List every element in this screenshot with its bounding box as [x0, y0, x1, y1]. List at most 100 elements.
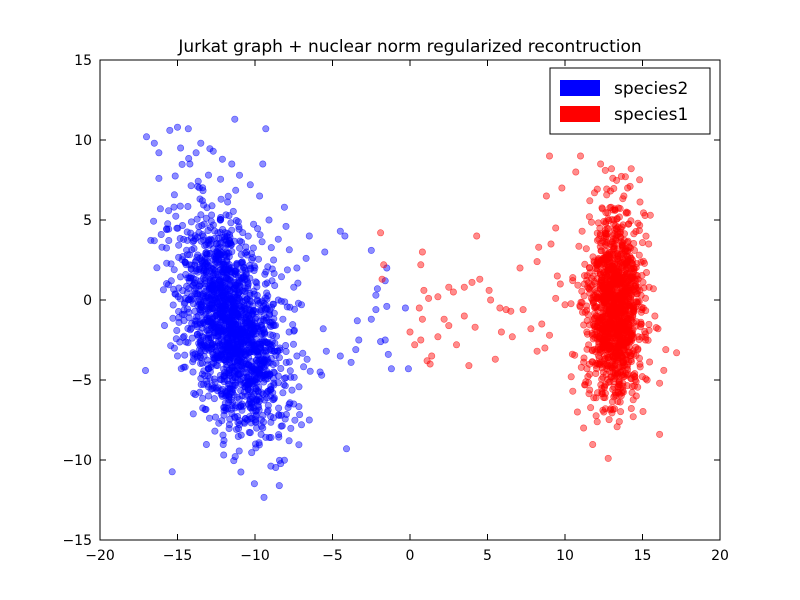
- x-tick-label: 0: [406, 548, 415, 564]
- point-species1: [593, 389, 601, 397]
- point-species1: [552, 294, 560, 302]
- point-species1: [468, 278, 476, 286]
- point-species2: [225, 339, 233, 347]
- point-species2: [282, 347, 290, 355]
- point-species2: [270, 269, 278, 277]
- point-species1: [642, 268, 650, 276]
- point-species2: [247, 368, 255, 376]
- point-species1: [636, 176, 644, 184]
- y-tick-label: −15: [62, 533, 92, 549]
- series-species1: [377, 152, 681, 462]
- point-species2: [265, 433, 273, 441]
- point-species1: [567, 373, 575, 381]
- point-species2: [230, 381, 238, 389]
- point-species2: [294, 279, 302, 287]
- point-species1: [585, 390, 593, 398]
- point-species2: [198, 300, 206, 308]
- point-species2: [280, 456, 288, 464]
- point-species2: [184, 125, 192, 133]
- x-tick-label: 5: [483, 548, 492, 564]
- point-species2: [202, 440, 210, 448]
- point-species2: [221, 399, 229, 407]
- point-species2: [205, 171, 213, 179]
- point-species1: [378, 275, 386, 283]
- point-species2: [227, 219, 235, 227]
- point-species2: [155, 149, 163, 157]
- point-species2: [401, 304, 409, 312]
- point-species2: [259, 374, 267, 382]
- point-species2: [263, 304, 271, 312]
- point-species2: [222, 305, 230, 313]
- point-species2: [293, 264, 301, 272]
- point-species1: [533, 258, 541, 266]
- point-species2: [165, 237, 173, 245]
- point-species2: [383, 302, 391, 310]
- point-species2: [191, 287, 199, 295]
- point-species1: [627, 165, 635, 173]
- point-species1: [578, 227, 586, 235]
- point-species2: [262, 125, 270, 133]
- point-species2: [206, 414, 214, 422]
- point-species2: [263, 289, 271, 297]
- point-species2: [178, 310, 186, 318]
- point-species2: [170, 266, 178, 274]
- point-species2: [229, 305, 237, 313]
- point-species1: [547, 240, 555, 248]
- point-species2: [253, 376, 261, 384]
- point-species2: [235, 294, 243, 302]
- point-species1: [583, 330, 591, 338]
- point-species2: [282, 222, 290, 230]
- point-species2: [267, 244, 275, 252]
- point-species1: [615, 292, 623, 300]
- point-species1: [541, 344, 549, 352]
- point-species2: [255, 255, 263, 263]
- point-species1: [645, 326, 653, 334]
- point-species2: [275, 404, 283, 412]
- point-species1: [614, 223, 622, 231]
- point-species2: [253, 291, 261, 299]
- point-species2: [219, 258, 227, 266]
- point-species2: [178, 160, 186, 168]
- point-species1: [602, 362, 610, 370]
- point-species2: [291, 416, 299, 424]
- point-species1: [593, 418, 601, 426]
- point-species1: [646, 211, 654, 219]
- point-species2: [372, 291, 380, 299]
- point-species2: [236, 421, 244, 429]
- point-species2: [296, 411, 304, 419]
- point-species1: [377, 229, 385, 237]
- point-species2: [222, 240, 230, 248]
- point-species2: [243, 330, 251, 338]
- point-species2: [297, 421, 305, 429]
- point-species2: [155, 174, 163, 182]
- point-species2: [268, 277, 276, 285]
- point-species2: [300, 363, 308, 371]
- point-species2: [246, 291, 254, 299]
- point-species1: [636, 360, 644, 368]
- point-species2: [233, 259, 241, 267]
- point-species2: [287, 424, 295, 432]
- point-species1: [618, 241, 626, 249]
- point-species2: [208, 381, 216, 389]
- point-species1: [638, 239, 646, 247]
- point-species2: [269, 389, 277, 397]
- point-species1: [585, 213, 593, 221]
- point-species2: [242, 243, 250, 251]
- point-species2: [280, 374, 288, 382]
- point-species1: [423, 357, 431, 365]
- point-species1: [635, 354, 643, 362]
- point-species2: [243, 416, 251, 424]
- point-species1: [599, 312, 607, 320]
- point-species1: [625, 322, 633, 330]
- point-species1: [631, 373, 639, 381]
- point-species2: [272, 351, 280, 359]
- point-species1: [581, 381, 589, 389]
- legend-swatch-species1: [560, 106, 600, 122]
- point-species2: [222, 211, 230, 219]
- point-species2: [198, 332, 206, 340]
- point-species2: [211, 307, 219, 315]
- point-species2: [218, 289, 226, 297]
- point-species2: [248, 337, 256, 345]
- point-species2: [196, 282, 204, 290]
- point-species1: [590, 189, 598, 197]
